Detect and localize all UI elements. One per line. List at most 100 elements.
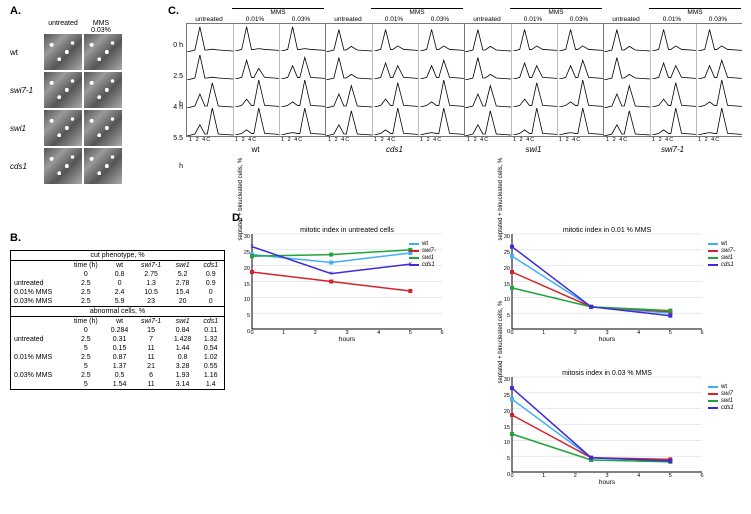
fcs-treatment: 0.03% xyxy=(695,16,741,23)
fcs-genotype-label: wt xyxy=(186,145,325,154)
y-tick: 20 xyxy=(504,409,512,415)
fcs-histogram xyxy=(604,24,650,52)
y-tick: 10 xyxy=(504,297,512,303)
x-tick: 2 xyxy=(314,329,317,336)
table-section-title: abnormal cells, % xyxy=(11,307,225,317)
table-value: 2.75 xyxy=(134,270,167,279)
fcs-xticks: 1 2 4C xyxy=(417,137,463,143)
fcs-histogram xyxy=(187,24,233,52)
table-value: 15.4 xyxy=(168,288,198,297)
table-value: 1.37 xyxy=(105,362,135,371)
table-value: 21 xyxy=(134,362,167,371)
fcs-histogram xyxy=(511,108,557,136)
micrograph-cell xyxy=(44,34,82,70)
table-value: 1.428 xyxy=(168,335,198,344)
table-value: 0 xyxy=(197,288,224,297)
table-cond xyxy=(11,344,68,353)
fcs-genotype-label: swi7-1 xyxy=(603,145,742,154)
fcs-histogram xyxy=(233,80,279,108)
table-value: 0 xyxy=(105,279,135,288)
fcs-histogram xyxy=(418,24,464,52)
table-value: 1.3 xyxy=(134,279,167,288)
panel-b-table: cut phenotype, %time (h)wtswi7-1swi1cds1… xyxy=(10,250,225,390)
y-tick: 5 xyxy=(507,456,512,462)
table-time: 2.5 xyxy=(67,371,105,380)
table-value: 1.02 xyxy=(197,353,224,362)
table-value: 11 xyxy=(134,353,167,362)
legend-item: swi1 xyxy=(708,398,734,404)
fcs-histogram xyxy=(233,108,279,136)
micrograph-cell xyxy=(44,148,82,184)
x-axis-label: hours xyxy=(599,479,615,486)
fcs-xticks: 1 2 4C xyxy=(695,137,741,143)
fcs-treatment: untreated xyxy=(464,16,510,23)
svg-text:×: × xyxy=(329,271,333,278)
fcs-timepoint: 5.5 h xyxy=(172,125,183,153)
mms-header: MMS xyxy=(232,8,324,16)
y-tick: 25 xyxy=(504,393,512,399)
table-section-title: cut phenotype, % xyxy=(11,251,225,261)
table-value: 6 xyxy=(134,371,167,380)
table-col-header: wt xyxy=(105,261,135,271)
x-tick: 1 xyxy=(542,329,545,336)
table-value: 1.93 xyxy=(168,371,198,380)
micrograph-cell xyxy=(84,110,122,146)
table-value: 3.28 xyxy=(168,362,198,371)
legend-item: wt xyxy=(708,241,735,247)
fcs-histogram xyxy=(418,52,464,80)
fcs-histogram xyxy=(326,108,372,136)
table-value: 1.16 xyxy=(197,371,224,380)
table-time: 2.5 xyxy=(67,353,105,362)
legend-label: swi7 xyxy=(721,391,733,397)
legend-label: swi1 xyxy=(721,398,733,404)
table-value: 5.9 xyxy=(105,297,135,307)
y-tick: 5 xyxy=(507,313,512,319)
fcs-treatment: 0.03% xyxy=(417,16,463,23)
x-tick: 0 xyxy=(250,329,253,336)
table-cond: 0.01% MMS xyxy=(11,288,68,297)
x-axis-label: hours xyxy=(599,336,615,343)
table-time: 2.5 xyxy=(67,288,105,297)
table-value: 0.15 xyxy=(105,344,135,353)
legend-label: wt xyxy=(422,241,428,247)
mms-header: MMS xyxy=(371,8,463,16)
table-col-header: time (h) xyxy=(67,317,105,327)
fcs-histogram xyxy=(279,24,325,52)
chart-title: mitosis index in 0.03 % MMS xyxy=(512,370,702,377)
fcs-histogram xyxy=(326,24,372,52)
x-tick: 3 xyxy=(605,329,608,336)
panel-b: cut phenotype, %time (h)wtswi7-1swi1cds1… xyxy=(10,250,225,390)
table-value: 0.84 xyxy=(168,326,198,335)
legend-swatch xyxy=(708,400,718,402)
fcs-treatment: 0.01% xyxy=(371,16,417,23)
panel-a-rowlabel: wt xyxy=(10,48,44,57)
legend-label: wt xyxy=(721,241,727,247)
fcs-histogram xyxy=(279,108,325,136)
fcs-histogram xyxy=(650,108,696,136)
fcs-histogram xyxy=(465,108,511,136)
micrograph-cell xyxy=(84,34,122,70)
fcs-histogram xyxy=(187,108,233,136)
y-axis-label: septated + binucleated cells, % xyxy=(498,157,504,240)
fcs-xticks: 1 2 4C xyxy=(603,137,649,143)
table-cond xyxy=(11,380,68,390)
micrograph-cell xyxy=(44,110,82,146)
fcs-xticks: 1 2 4C xyxy=(232,137,278,143)
x-tick: 2 xyxy=(574,472,577,479)
table-value: 0.55 xyxy=(197,362,224,371)
fcs-histogram xyxy=(696,108,742,136)
legend-item: swi7- xyxy=(708,248,735,254)
x-tick: 0 xyxy=(510,472,513,479)
mitotic-chart: mitosis index in 0.03 % MMSseptated + bi… xyxy=(512,370,702,487)
y-tick: 5 xyxy=(247,313,252,319)
table-col-header: swi1 xyxy=(168,261,198,271)
panel-a-rowlabel: cds1 xyxy=(10,162,44,171)
panel-a-col0: untreated xyxy=(44,20,82,34)
table-time: 5 xyxy=(67,344,105,353)
fcs-histogram xyxy=(187,52,233,80)
y-tick: 25 xyxy=(244,250,252,256)
legend-label: swi1 xyxy=(721,255,733,261)
panel-a-row: swi7-1 xyxy=(10,72,150,108)
legend-swatch xyxy=(708,264,718,266)
fcs-histogram xyxy=(372,24,418,52)
